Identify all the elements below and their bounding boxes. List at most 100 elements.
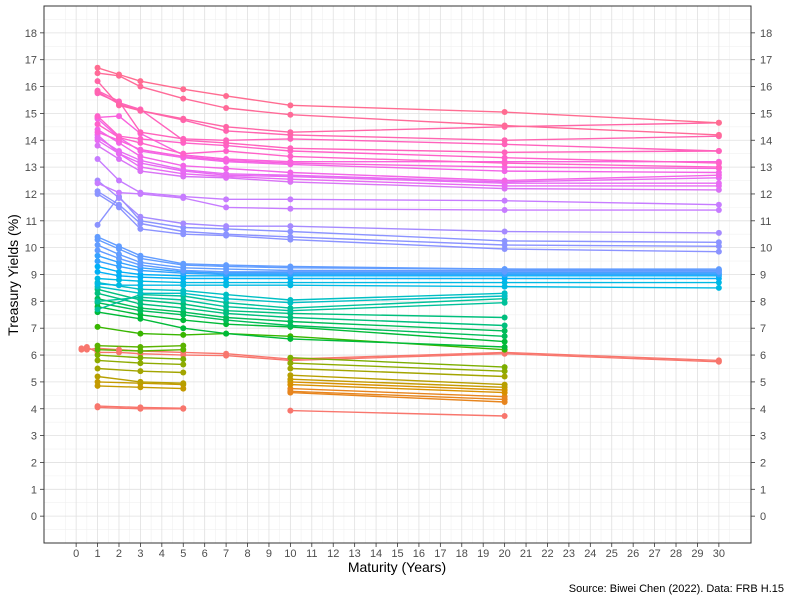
data-point: [501, 207, 508, 214]
series-line: [97, 118, 719, 174]
data-point: [287, 111, 294, 118]
x-tick-label: 25: [606, 548, 618, 560]
data-point: [501, 333, 508, 340]
data-point: [94, 263, 101, 270]
data-point: [180, 150, 187, 157]
data-point: [501, 137, 508, 144]
data-point: [94, 252, 101, 259]
data-point: [715, 160, 722, 167]
data-point: [180, 369, 187, 376]
x-tick-label: 4: [159, 548, 165, 560]
data-point: [115, 177, 122, 184]
y-tick-label: 13: [25, 162, 37, 174]
data-point: [501, 327, 508, 334]
series-line: [97, 285, 505, 304]
x-tick-label: 20: [498, 548, 510, 560]
x-tick-label: 23: [563, 548, 575, 560]
data-point: [223, 231, 230, 238]
series-line: [290, 391, 505, 403]
data-point: [287, 158, 294, 165]
data-point: [94, 180, 101, 187]
data-point: [223, 165, 230, 172]
data-point: [287, 360, 294, 367]
data-point: [287, 233, 294, 240]
y-tick-label: 7: [31, 323, 37, 335]
series-line: [97, 236, 719, 272]
series-line: [97, 292, 505, 327]
y-tick-label-right: 11: [760, 216, 771, 228]
x-tick-label: 28: [670, 548, 682, 560]
data-point: [94, 323, 101, 330]
data-point: [180, 287, 187, 294]
series-line: [97, 277, 719, 284]
y-tick-label-right: 14: [760, 135, 772, 147]
y-tick-label: 5: [31, 377, 37, 389]
data-point: [137, 78, 144, 85]
x-tick-label: 27: [648, 548, 660, 560]
data-point: [501, 237, 508, 244]
data-point: [137, 252, 144, 259]
y-tick-label: 14: [25, 135, 37, 147]
data-point: [501, 381, 508, 388]
data-point: [501, 228, 508, 235]
data-point: [94, 275, 101, 282]
data-point: [715, 207, 722, 214]
data-point: [180, 380, 187, 387]
y-tick-label: 8: [31, 296, 37, 308]
data-point: [223, 92, 230, 99]
y-tick-label-right: 12: [760, 189, 772, 201]
data-point: [180, 220, 187, 227]
data-point: [180, 405, 187, 412]
x-tick-label: 19: [477, 548, 489, 560]
data-point: [223, 170, 230, 177]
data-point: [94, 64, 101, 71]
data-point: [180, 86, 187, 93]
data-point: [715, 284, 722, 291]
data-point: [501, 160, 508, 167]
data-point: [137, 135, 144, 142]
data-point: [137, 213, 144, 220]
series-line: [97, 80, 719, 133]
data-point: [94, 221, 101, 228]
y-tick-label: 1: [31, 484, 37, 496]
series-line: [97, 190, 719, 247]
data-point: [223, 105, 230, 112]
data-point: [180, 317, 187, 324]
x-tick-label: 18: [456, 548, 468, 560]
x-tick-label: 1: [94, 548, 100, 560]
data-point: [715, 147, 722, 154]
series-line: [290, 374, 505, 386]
y-tick-label-right: 4: [760, 404, 766, 416]
x-tick-label: 12: [327, 548, 339, 560]
y-tick-label: 12: [25, 189, 37, 201]
x-tick-label: 26: [627, 548, 639, 560]
data-point: [115, 189, 122, 196]
series-line: [97, 92, 719, 154]
data-point: [223, 196, 230, 203]
data-point: [715, 267, 722, 274]
series-line: [97, 244, 719, 272]
data-point: [715, 131, 722, 138]
series-points: [78, 64, 722, 419]
data-point: [78, 345, 85, 352]
data-point: [137, 405, 144, 412]
data-point: [94, 352, 101, 359]
data-point: [287, 129, 294, 136]
data-point: [180, 95, 187, 102]
y-tick-label-right: 3: [760, 431, 766, 443]
data-point: [180, 115, 187, 122]
x-tick-label: 6: [202, 548, 208, 560]
series-line: [290, 367, 505, 378]
y-tick-label-right: 17: [760, 55, 772, 67]
data-point: [223, 262, 230, 269]
data-point: [94, 188, 101, 195]
source-caption: Source: Biwei Chen (2022). Data: FRB H.1…: [569, 583, 784, 595]
data-point: [287, 228, 294, 235]
data-point: [180, 342, 187, 349]
series-line: [290, 387, 505, 398]
data-point: [180, 325, 187, 332]
x-tick-label: 16: [413, 548, 425, 560]
data-point: [94, 373, 101, 380]
data-point: [180, 193, 187, 200]
x-tick-label: 29: [691, 548, 703, 560]
